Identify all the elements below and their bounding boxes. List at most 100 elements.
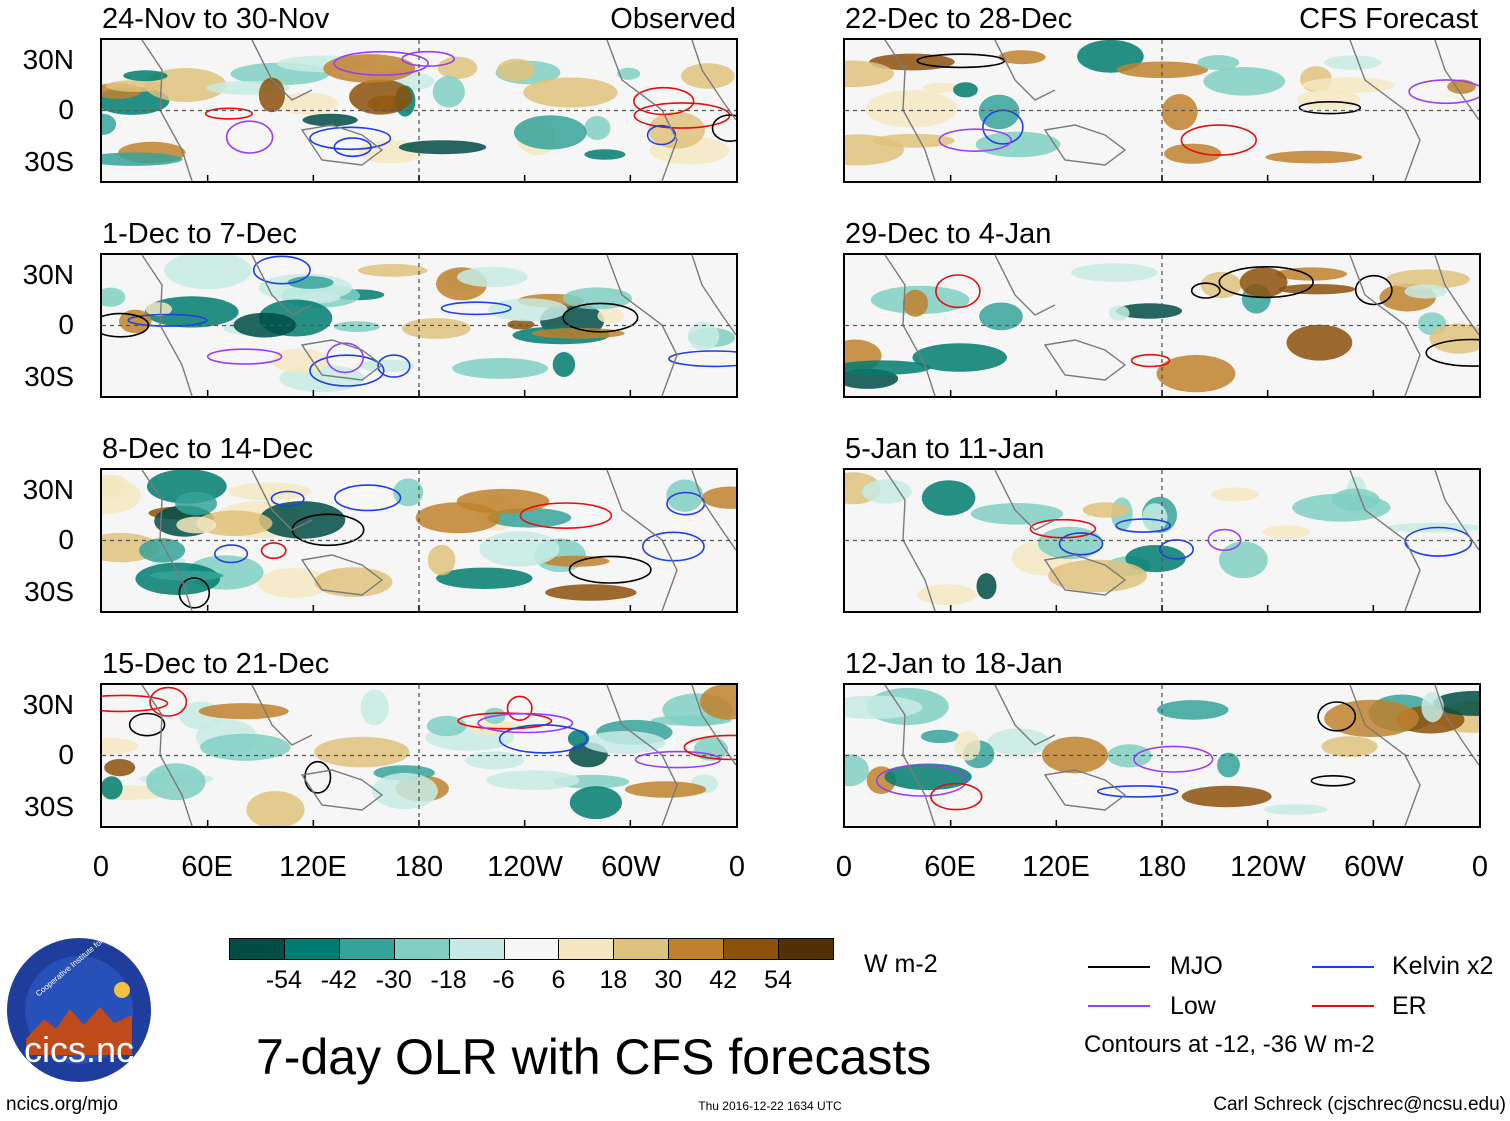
lon-180: 180 [394, 851, 444, 883]
coastline [994, 470, 1056, 531]
wave-contour [309, 354, 385, 387]
olr-anomaly [917, 584, 977, 606]
wave-contour [204, 107, 254, 120]
olr-anomaly [845, 360, 931, 375]
olr-anomaly [287, 276, 334, 289]
colorbar-swatch [448, 938, 505, 960]
olr-anomaly [465, 751, 525, 770]
coastline [251, 470, 313, 531]
colorbar-label: 6 [551, 966, 566, 994]
olr-anomaly [102, 152, 183, 166]
olr-anomaly [624, 781, 707, 798]
olr-anomaly [513, 115, 587, 150]
wave-contour [440, 301, 512, 316]
olr-anomaly [102, 287, 126, 307]
olr-anomaly [300, 291, 341, 304]
coastline [1043, 769, 1127, 811]
olr-anomaly [1421, 691, 1444, 723]
olr-anomaly [970, 503, 1064, 525]
olr-anomaly [360, 689, 389, 726]
colorbar-swatch [668, 938, 725, 960]
wave-contour [875, 764, 968, 797]
olr-anomaly [1197, 55, 1240, 71]
colorbar-swatch [283, 938, 340, 960]
olr-anomaly [584, 149, 626, 160]
olr-anomaly [176, 516, 217, 534]
olr-anomaly [123, 70, 168, 82]
olr-anomaly [1116, 61, 1209, 79]
olr-anomaly [1297, 89, 1361, 110]
wave-contour [711, 114, 736, 142]
colorbar-label: -42 [320, 966, 357, 994]
olr-anomaly [597, 307, 625, 324]
wave-contour [102, 312, 150, 338]
colorbar-swatch [613, 938, 670, 960]
wave-contour [1218, 266, 1314, 299]
olr-anomaly [333, 321, 381, 332]
coastline [994, 685, 1056, 746]
cics-logo: cics.nc Cooperative Institute for Climat… [4, 886, 166, 1085]
wave-contour [1058, 532, 1104, 556]
olr-anomaly [102, 737, 139, 755]
footer-url[interactable]: ncics.org/mjo [6, 1094, 118, 1115]
logo-text: cics.nc [23, 1029, 135, 1070]
coastline [1434, 470, 1479, 551]
lat-30s: 30S [24, 146, 74, 177]
lat-0: 0 [58, 524, 74, 555]
olr-anomaly [437, 56, 478, 79]
panel-title-6: 29-Dec to 4-Jan [845, 218, 1052, 250]
olr-anomaly [456, 488, 550, 514]
olr-anomaly [1125, 545, 1186, 573]
wave-contour [102, 694, 169, 713]
olr-anomaly [666, 479, 704, 512]
colorbar-swatch [558, 938, 615, 960]
lat-30n: 30N [22, 689, 74, 720]
olr-anomaly [349, 79, 413, 115]
olr-anomaly [1115, 303, 1183, 319]
lon-0: 0 [835, 851, 853, 883]
coastline [251, 40, 313, 101]
olr-anomaly [902, 289, 929, 317]
lon-120w: 120W [487, 851, 563, 883]
wave-contour [1130, 353, 1171, 368]
wave-contour [309, 126, 392, 151]
olr-anomaly [569, 786, 622, 820]
olr-anomaly [1219, 541, 1268, 579]
wave-contour [1317, 701, 1357, 732]
olr-anomaly [246, 791, 305, 826]
wave-contour [683, 734, 736, 761]
olr-anomaly [582, 731, 666, 754]
olr-anomaly [278, 92, 338, 115]
olr-anomaly [139, 538, 186, 563]
wave-contour [334, 484, 402, 512]
legend-mjo-label: MJO [1170, 952, 1223, 980]
olr-anomaly [1239, 267, 1288, 298]
legend-kelvin-line [1312, 966, 1374, 968]
olr-anomaly [452, 358, 548, 379]
olr-anomaly [144, 296, 239, 328]
map-panel-6 [843, 253, 1481, 398]
lat-30s: 30S [24, 576, 74, 607]
olr-anomaly [1041, 736, 1109, 774]
olr-anomaly [102, 776, 123, 800]
colorbar-label: -6 [492, 966, 515, 994]
olr-anomaly [922, 82, 959, 93]
wave-contour [1133, 745, 1214, 773]
observed-label: Observed [610, 3, 736, 35]
lat-30n: 30N [22, 44, 74, 75]
lat-0: 0 [58, 309, 74, 340]
olr-anomaly [105, 80, 165, 92]
coastline [1043, 124, 1127, 166]
olr-anomaly [426, 715, 467, 737]
olr-anomaly [457, 266, 528, 288]
wave-contour [149, 686, 188, 717]
wave-contour [938, 128, 1012, 152]
olr-anomaly [1263, 804, 1328, 815]
lon-0: 0 [1471, 851, 1489, 883]
wave-contour [1180, 124, 1257, 156]
lat-30n: 30N [22, 259, 74, 290]
colorbar-swatch [778, 938, 834, 960]
olr-anomaly [861, 479, 912, 504]
olr-anomaly [975, 131, 1061, 158]
wave-contour [1310, 775, 1356, 787]
